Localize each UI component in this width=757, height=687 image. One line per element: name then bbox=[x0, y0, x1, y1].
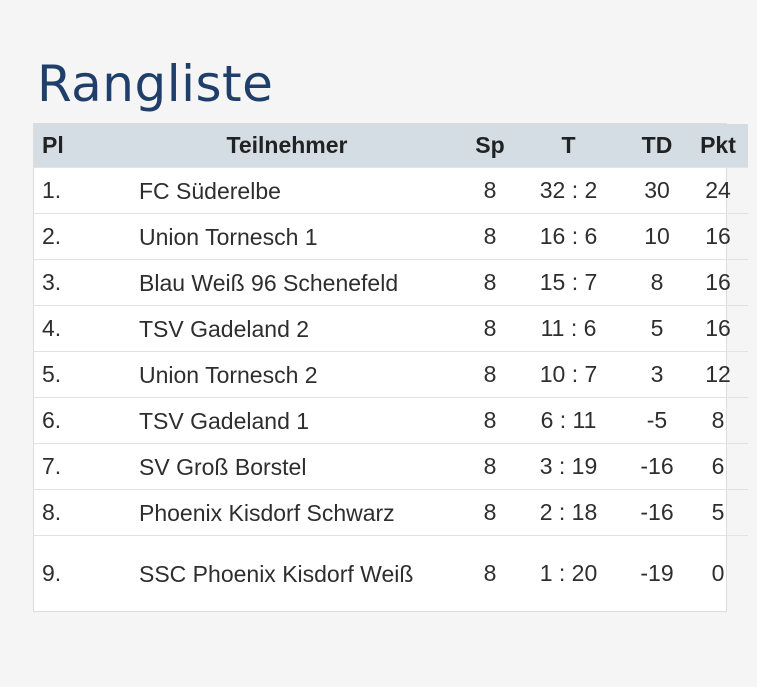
cell-pkt: 5 bbox=[688, 489, 748, 536]
header-pl[interactable]: Pl bbox=[34, 124, 137, 168]
cell-td: 5 bbox=[626, 305, 688, 352]
cell-pkt: 24 bbox=[688, 167, 748, 214]
header-pkt[interactable]: Pkt bbox=[688, 124, 748, 168]
cell-pkt: 6 bbox=[688, 443, 748, 490]
cell-team-name[interactable]: TSV Gadeland 2 bbox=[137, 305, 469, 352]
cell-t: 10 : 7 bbox=[511, 351, 626, 398]
table-header-row: Pl Teilnehmer Sp T TD Pkt bbox=[34, 124, 748, 168]
cell-td: 3 bbox=[626, 351, 688, 398]
table-row: 8. Phoenix Kisdorf Schwarz 8 2 : 18 -16 … bbox=[34, 489, 748, 536]
cell-team-name[interactable]: FC Süderelbe bbox=[137, 167, 469, 214]
cell-team-name[interactable]: Union Tornesch 1 bbox=[137, 213, 469, 260]
header-sp[interactable]: Sp bbox=[469, 124, 511, 168]
standings-table-grid: Pl Teilnehmer Sp T TD Pkt 1. FC Süderelb… bbox=[34, 124, 748, 611]
cell-team-name[interactable]: Blau Weiß 96 Schenefeld bbox=[137, 259, 469, 306]
cell-pkt: 12 bbox=[688, 351, 748, 398]
header-t[interactable]: T bbox=[511, 124, 626, 168]
cell-td: -19 bbox=[626, 535, 688, 611]
cell-sp: 8 bbox=[469, 535, 511, 611]
cell-td: 8 bbox=[626, 259, 688, 306]
cell-sp: 8 bbox=[469, 397, 511, 444]
cell-pkt: 0 bbox=[688, 535, 748, 611]
cell-pl: 7. bbox=[34, 443, 137, 490]
table-row: 7. SV Groß Borstel 8 3 : 19 -16 6 bbox=[34, 443, 748, 490]
cell-pkt: 16 bbox=[688, 259, 748, 306]
cell-team-name[interactable]: SV Groß Borstel bbox=[137, 443, 469, 490]
cell-td: -5 bbox=[626, 397, 688, 444]
table-row: 4. TSV Gadeland 2 8 11 : 6 5 16 bbox=[34, 305, 748, 352]
cell-t: 32 : 2 bbox=[511, 167, 626, 214]
header-teilnehmer[interactable]: Teilnehmer bbox=[137, 124, 469, 168]
cell-pkt: 16 bbox=[688, 305, 748, 352]
cell-t: 11 : 6 bbox=[511, 305, 626, 352]
cell-t: 6 : 11 bbox=[511, 397, 626, 444]
cell-pl: 1. bbox=[34, 167, 137, 214]
cell-sp: 8 bbox=[469, 213, 511, 260]
cell-sp: 8 bbox=[469, 167, 511, 214]
cell-sp: 8 bbox=[469, 305, 511, 352]
cell-team-name[interactable]: Phoenix Kisdorf Schwarz bbox=[137, 489, 469, 536]
cell-team-name[interactable]: Union Tornesch 2 bbox=[137, 351, 469, 398]
cell-pkt: 8 bbox=[688, 397, 748, 444]
cell-t: 2 : 18 bbox=[511, 489, 626, 536]
cell-sp: 8 bbox=[469, 351, 511, 398]
cell-t: 3 : 19 bbox=[511, 443, 626, 490]
cell-td: 30 bbox=[626, 167, 688, 214]
cell-pl: 3. bbox=[34, 259, 137, 306]
cell-sp: 8 bbox=[469, 443, 511, 490]
cell-pl: 5. bbox=[34, 351, 137, 398]
cell-team-name[interactable]: SSC Phoenix Kisdorf Weiß bbox=[137, 535, 469, 611]
cell-pl: 2. bbox=[34, 213, 137, 260]
cell-pl: 6. bbox=[34, 397, 137, 444]
cell-td: 10 bbox=[626, 213, 688, 260]
cell-td: -16 bbox=[626, 489, 688, 536]
table-row: 6. TSV Gadeland 1 8 6 : 11 -5 8 bbox=[34, 397, 748, 444]
standings-table: Pl Teilnehmer Sp T TD Pkt 1. FC Süderelb… bbox=[33, 123, 748, 612]
cell-sp: 8 bbox=[469, 489, 511, 536]
table-row: 3. Blau Weiß 96 Schenefeld 8 15 : 7 8 16 bbox=[34, 259, 748, 306]
cell-t: 15 : 7 bbox=[511, 259, 626, 306]
table-row: 1. FC Süderelbe 8 32 : 2 30 24 bbox=[34, 167, 748, 214]
cell-team-name[interactable]: TSV Gadeland 1 bbox=[137, 397, 469, 444]
cell-td: -16 bbox=[626, 443, 688, 490]
cell-sp: 8 bbox=[469, 259, 511, 306]
table-row: 5. Union Tornesch 2 8 10 : 7 3 12 bbox=[34, 351, 748, 398]
cell-pkt: 16 bbox=[688, 213, 748, 260]
page-title: Rangliste bbox=[37, 55, 274, 113]
cell-t: 16 : 6 bbox=[511, 213, 626, 260]
header-td[interactable]: TD bbox=[626, 124, 688, 168]
cell-pl: 4. bbox=[34, 305, 137, 352]
cell-pl: 9. bbox=[34, 535, 137, 611]
cell-pl: 8. bbox=[34, 489, 137, 536]
cell-t: 1 : 20 bbox=[511, 535, 626, 611]
table-row: 2. Union Tornesch 1 8 16 : 6 10 16 bbox=[34, 213, 748, 260]
table-row: 9. SSC Phoenix Kisdorf Weiß 8 1 : 20 -19… bbox=[34, 535, 748, 611]
